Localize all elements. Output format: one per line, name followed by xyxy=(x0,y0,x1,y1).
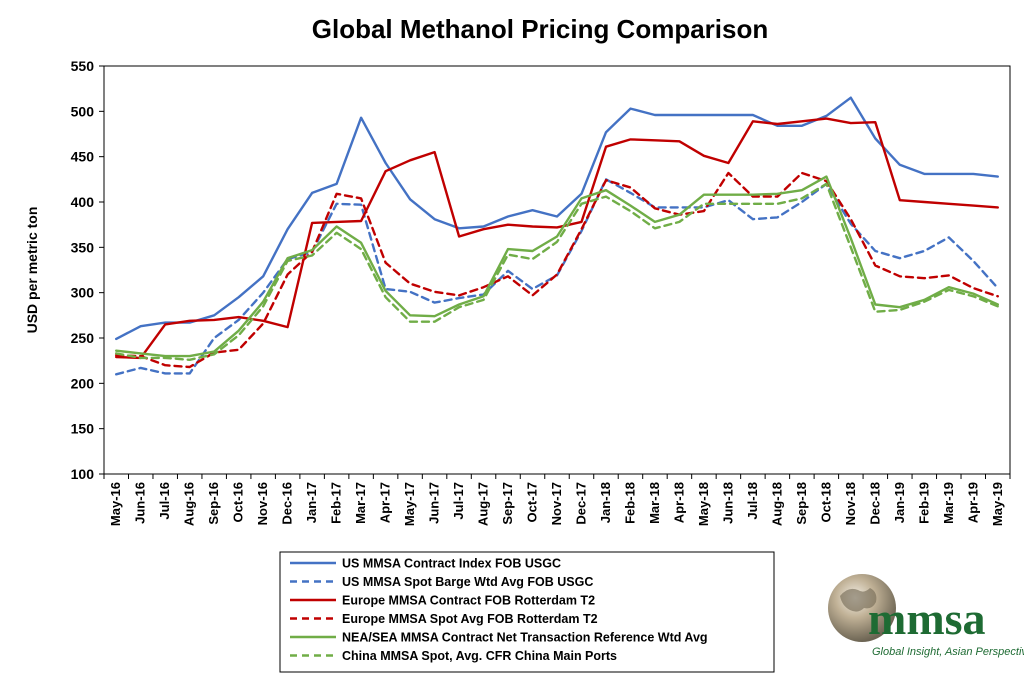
y-tick-label: 250 xyxy=(71,330,95,346)
series-line-1 xyxy=(114,96,999,341)
series-line-4 xyxy=(114,171,999,369)
series-line-3 xyxy=(114,117,999,360)
y-tick-label: 450 xyxy=(71,149,95,165)
x-tick-label: Oct-18 xyxy=(818,482,833,522)
x-tick-label: Apr-18 xyxy=(671,482,686,523)
x-tick-label: Nov-18 xyxy=(843,482,858,525)
x-tick-label: Feb-17 xyxy=(329,482,344,524)
y-tick-label: 400 xyxy=(71,194,95,210)
x-tick-label: Oct-17 xyxy=(525,482,540,522)
legend-box xyxy=(279,551,775,673)
x-tick-label: Jul-16 xyxy=(157,482,172,520)
x-tick-label: Nov-16 xyxy=(255,482,270,525)
y-tick-label: 550 xyxy=(71,58,95,74)
y-tick-label: 300 xyxy=(71,285,95,301)
x-tick-label: May-16 xyxy=(108,482,123,526)
chart-title: Global Methanol Pricing Comparison xyxy=(312,14,769,44)
x-tick-label: Dec-16 xyxy=(280,482,295,525)
x-tick-label: Aug-16 xyxy=(182,482,197,526)
plot-frame xyxy=(103,65,1011,475)
series-line-5 xyxy=(114,175,999,358)
x-tick-label: Apr-17 xyxy=(378,482,393,523)
x-tick-label: Dec-18 xyxy=(867,482,882,525)
x-tick-label: Jan-18 xyxy=(598,482,613,523)
x-tick-label: Jan-19 xyxy=(892,482,907,523)
x-tick-label: Sep-18 xyxy=(794,482,809,525)
x-tick-label: May-18 xyxy=(696,482,711,526)
x-tick-label: Mar-17 xyxy=(353,482,368,524)
globe-land-icon xyxy=(840,588,877,612)
mmsa-logo: mmsa Global Insight, Asian Perspective™ xyxy=(828,574,1024,658)
x-tick-label: Jul-17 xyxy=(451,482,466,520)
x-tick-label: May-19 xyxy=(990,482,1005,526)
x-tick-label: Feb-18 xyxy=(622,482,637,524)
x-tick-label: Jun-18 xyxy=(720,482,735,524)
x-tick-label: Sep-17 xyxy=(500,482,515,525)
legend-label-3: Europe MMSA Contract FOB Rotterdam T2 xyxy=(342,594,595,608)
x-tick-label: Nov-17 xyxy=(549,482,564,525)
series-line-6 xyxy=(114,182,999,361)
legend-label-2: US MMSA Spot Barge Wtd Avg FOB USGC xyxy=(342,575,593,589)
logo-wordmark: mmsa xyxy=(868,593,986,644)
y-tick-label: 350 xyxy=(71,239,95,255)
x-tick-label: Aug-18 xyxy=(769,482,784,526)
logo-tagline: Global Insight, Asian Perspective™ xyxy=(872,646,1024,658)
legend: US MMSA Contract Index FOB USGC US MMSA S… xyxy=(279,551,775,673)
x-tick-label: Aug-17 xyxy=(476,482,491,526)
x-tick-label: May-17 xyxy=(402,482,417,526)
legend-label-5: NEA/SEA MMSA Contract Net Transaction Re… xyxy=(342,631,708,645)
y-tick-label: 200 xyxy=(71,375,95,391)
x-tick-label: Jun-17 xyxy=(427,482,442,524)
x-tick-label: Jan-17 xyxy=(304,482,319,523)
y-axis-label: USD per metric ton xyxy=(24,207,40,334)
legend-label-4: Europe MMSA Spot Avg FOB Rotterdam T2 xyxy=(342,612,598,626)
legend-label-6: China MMSA Spot, Avg. CFR China Main Por… xyxy=(342,649,617,663)
y-tick-label: 100 xyxy=(71,466,95,482)
x-tick-label: Jul-18 xyxy=(745,482,760,520)
x-tick-label: Mar-18 xyxy=(647,482,662,524)
x-tick-label: Mar-19 xyxy=(941,482,956,524)
x-axis-ticks: May-16 Jun-16 Jul-16 Aug-16 Sep-16 Oct-16 Nov-… xyxy=(103,474,1011,526)
x-tick-label: Dec-17 xyxy=(573,482,588,525)
y-tick-label: 500 xyxy=(71,103,95,119)
y-tick-label: 150 xyxy=(71,421,95,437)
plot-area xyxy=(103,65,1011,475)
x-tick-label: Apr-19 xyxy=(965,482,980,523)
x-tick-label: Feb-19 xyxy=(916,482,931,524)
x-tick-label: Oct-16 xyxy=(231,482,246,522)
legend-label-1: US MMSA Contract Index FOB USGC xyxy=(342,557,561,571)
series-lines xyxy=(114,96,999,376)
x-tick-label: Sep-16 xyxy=(206,482,221,525)
x-tick-label: Jun-16 xyxy=(133,482,148,524)
y-axis-ticks: 100 150 200 250 300 350 400 450 500 550 xyxy=(71,58,104,482)
